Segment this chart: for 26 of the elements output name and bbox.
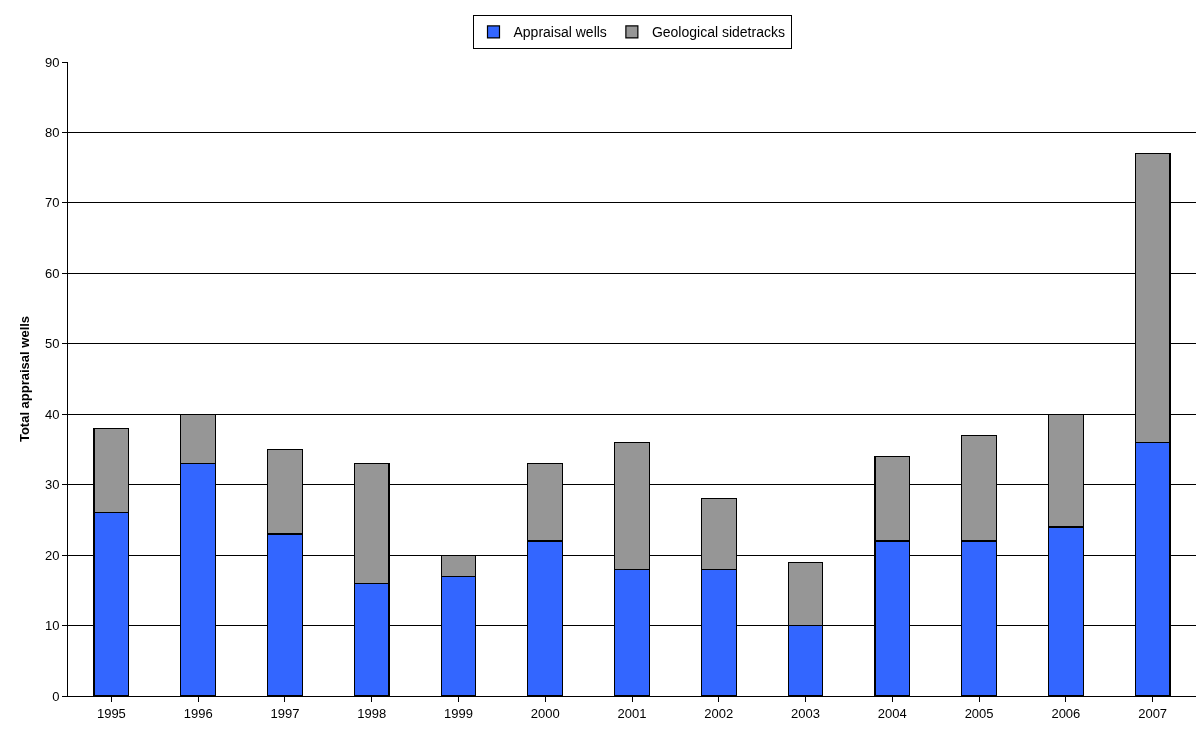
x-tick-label: 2007: [1138, 705, 1168, 721]
x-tick-label: 2002: [704, 705, 734, 721]
legend-label: Geological sidetracks: [651, 24, 785, 41]
y-tick-label: 90: [44, 54, 60, 70]
y-tick-label: 60: [44, 265, 60, 281]
y-tick-label: 70: [44, 195, 60, 211]
x-tick-label: 2001: [617, 705, 647, 721]
legend-label: Appraisal wells: [513, 24, 607, 41]
x-tick-label: 2004: [877, 705, 907, 721]
y-tick-label: 10: [44, 618, 60, 634]
x-tick-label: 2000: [530, 705, 560, 721]
y-tick-label: 40: [44, 406, 60, 422]
x-tick-label: 1996: [183, 705, 213, 721]
x-tick-label: 1998: [357, 705, 387, 721]
x-tick-label: 1995: [96, 705, 126, 721]
y-axis-title: Total appraisal wells: [16, 315, 32, 443]
x-tick-label: 2006: [1051, 705, 1081, 721]
x-tick-label: 1997: [270, 705, 300, 721]
y-tick-label: 30: [44, 477, 60, 493]
y-tick-label: 20: [44, 547, 60, 563]
y-tick-label: 0: [52, 688, 60, 704]
y-tick-label: 50: [44, 336, 60, 352]
x-tick-label: 2003: [791, 705, 820, 721]
x-tick-label: 2005: [964, 705, 994, 721]
y-tick-label: 80: [44, 124, 60, 140]
x-tick-label: 1999: [444, 705, 473, 721]
